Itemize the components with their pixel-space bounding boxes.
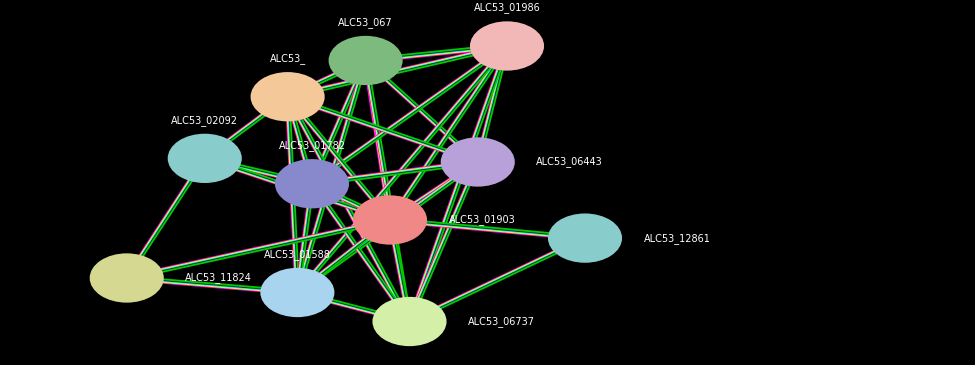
Ellipse shape [90, 253, 164, 303]
Text: ALC53_: ALC53_ [269, 53, 306, 64]
Text: ALC53_01782: ALC53_01782 [279, 140, 345, 151]
Ellipse shape [470, 21, 544, 71]
Ellipse shape [260, 268, 334, 317]
Text: ALC53_06737: ALC53_06737 [468, 316, 535, 327]
Ellipse shape [275, 159, 349, 208]
Ellipse shape [548, 214, 622, 263]
Ellipse shape [372, 297, 447, 346]
Text: ALC53_01986: ALC53_01986 [474, 3, 540, 14]
Ellipse shape [168, 134, 242, 183]
Ellipse shape [251, 72, 325, 122]
Text: ALC53_06443: ALC53_06443 [536, 157, 603, 168]
Text: ALC53_01588: ALC53_01588 [264, 249, 331, 260]
Ellipse shape [353, 195, 427, 245]
Text: ALC53_12861: ALC53_12861 [644, 233, 711, 243]
Text: ALC53_01903: ALC53_01903 [448, 215, 515, 226]
Text: ALC53_02092: ALC53_02092 [172, 115, 238, 126]
Ellipse shape [329, 36, 403, 85]
Text: ALC53_067: ALC53_067 [338, 17, 393, 28]
Ellipse shape [441, 137, 515, 187]
Text: ALC53_11824: ALC53_11824 [185, 273, 253, 284]
